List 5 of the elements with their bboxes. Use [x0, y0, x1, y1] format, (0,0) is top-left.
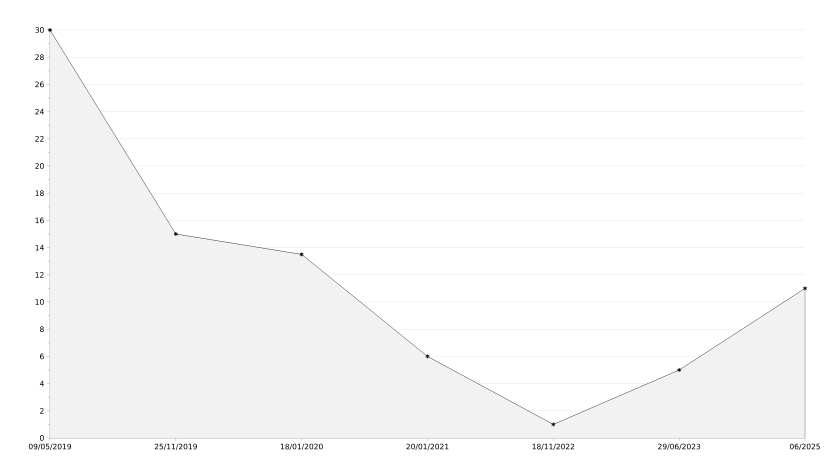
point [425, 354, 430, 359]
point [677, 368, 682, 372]
point [551, 422, 556, 427]
point [300, 252, 304, 257]
point [174, 232, 178, 236]
